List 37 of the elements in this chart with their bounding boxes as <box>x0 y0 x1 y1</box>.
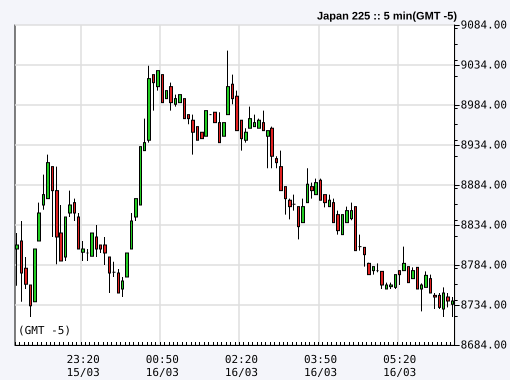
candlestick <box>130 212 133 250</box>
y-tick-label: 9084.00 <box>460 18 507 32</box>
candlestick <box>37 202 41 242</box>
candlestick <box>103 236 107 266</box>
y-tick-label: 8884.00 <box>460 178 507 192</box>
candlestick <box>169 82 173 112</box>
candlestick <box>147 65 151 144</box>
x-tick-label: 02:20 16/03 <box>224 353 258 379</box>
y-tick-label: 8684.00 <box>460 338 507 352</box>
annotation: (GMT -5) <box>18 324 71 337</box>
y-tick-label: 9034.00 <box>460 58 507 72</box>
y-tick-label: 8984.00 <box>460 98 507 112</box>
candlestick <box>117 268 120 294</box>
candlestick <box>270 126 274 169</box>
y-tick-label: 8734.00 <box>460 298 507 312</box>
candlestick <box>380 270 384 290</box>
candlestick <box>204 110 208 137</box>
candlestick <box>191 114 195 156</box>
x-tick-label: 03:50 16/03 <box>304 353 338 379</box>
candlestick <box>68 190 72 218</box>
candlestick <box>226 50 230 116</box>
candlestick <box>376 262 379 273</box>
candlestick <box>125 252 129 278</box>
x-tick-label: 23:20 15/03 <box>66 353 100 379</box>
y-tick-label: 8784.00 <box>460 258 507 272</box>
candlestick <box>275 156 278 169</box>
candlestick <box>433 292 437 310</box>
y-tick-label: 8834.00 <box>460 218 507 232</box>
x-tick-label: 05:20 16/03 <box>383 353 416 379</box>
candlestick <box>288 198 292 220</box>
candlestick <box>248 106 252 129</box>
candlestick <box>363 246 366 268</box>
candlestick <box>367 262 371 276</box>
x-tick-label: 00:50 16/03 <box>146 353 179 379</box>
candlestick <box>55 166 59 265</box>
chart-title: Japan 225 :: 5 min(GMT -5) <box>317 10 458 22</box>
y-tick-label: 8934.00 <box>460 138 507 152</box>
